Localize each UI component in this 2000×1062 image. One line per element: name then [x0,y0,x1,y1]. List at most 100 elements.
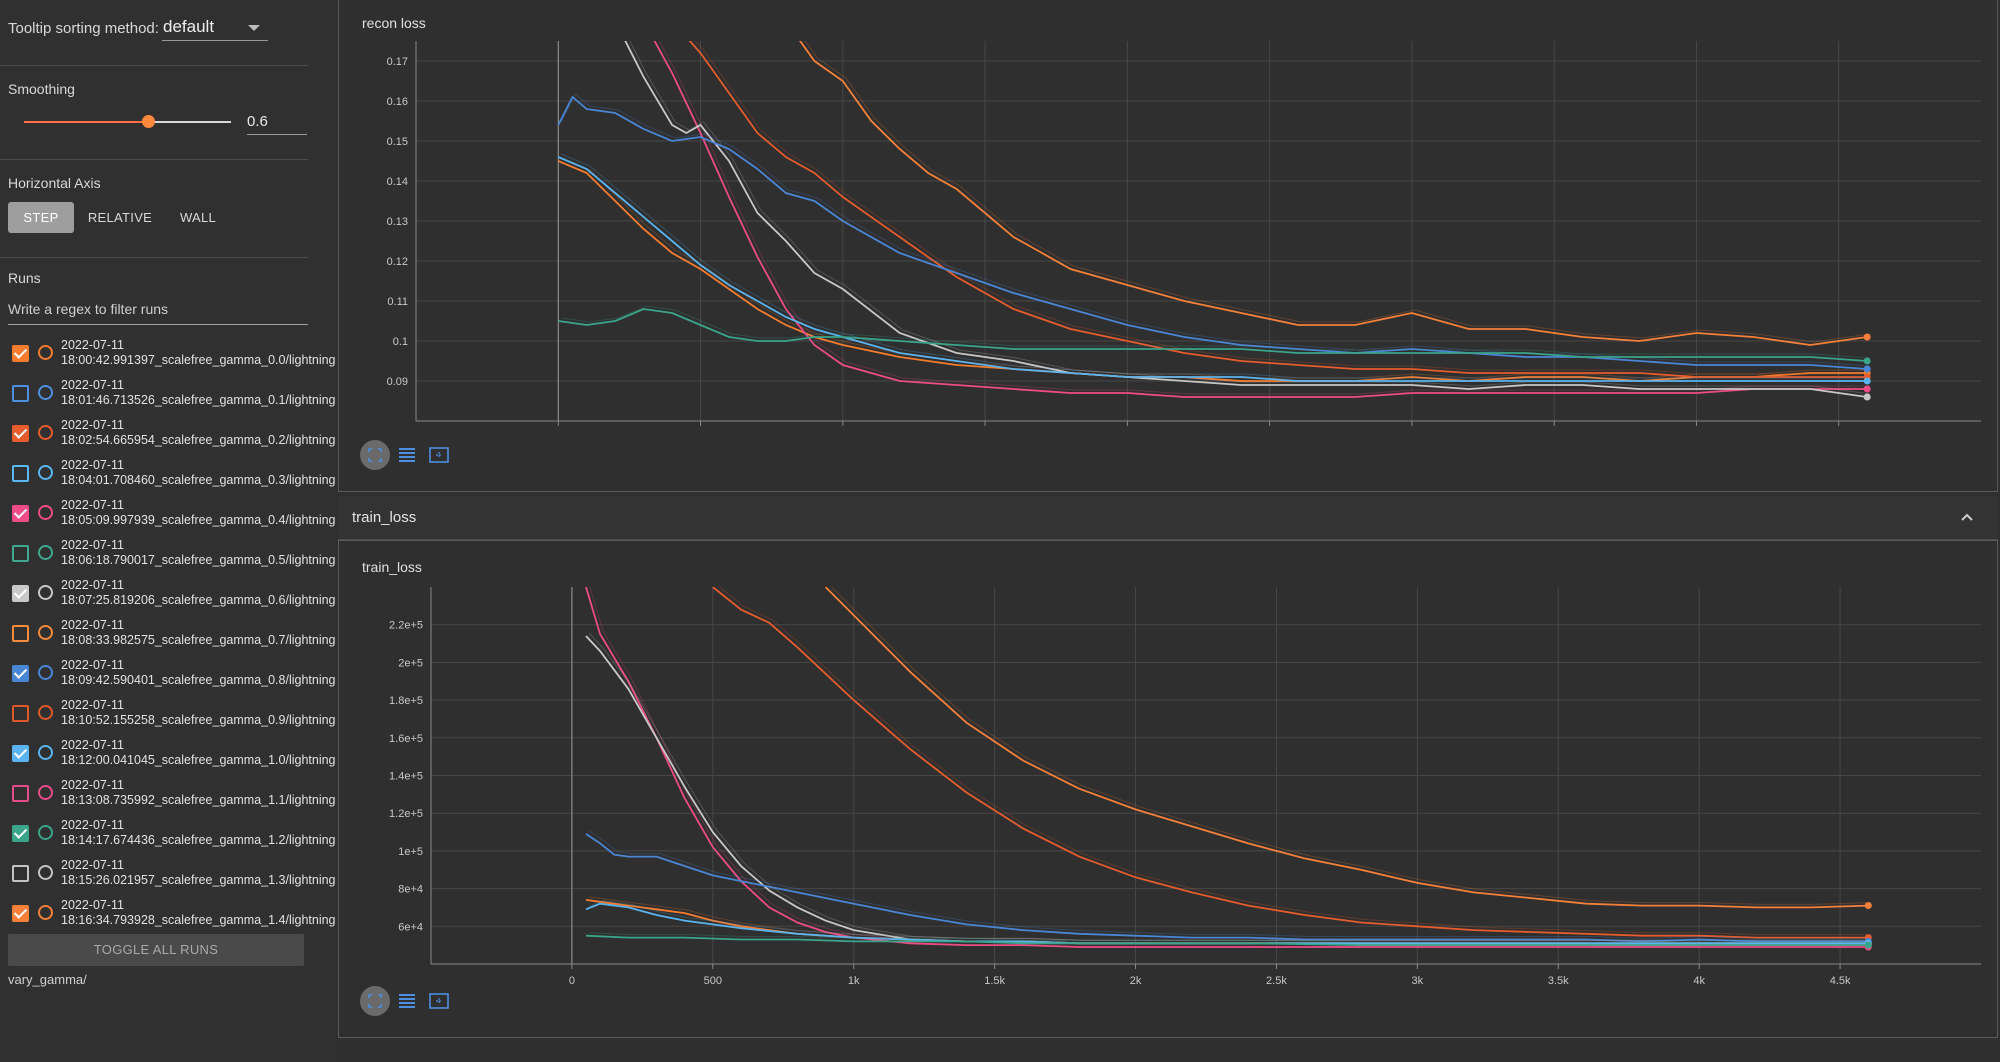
series-raw-line [588,932,1872,943]
run-row[interactable]: 2022-07-11 18:13:08.735992_scalefree_gam… [0,777,424,817]
data-table-icon[interactable] [392,440,422,470]
run-color-swatch[interactable] [38,465,53,480]
run-row[interactable]: 2022-07-11 18:09:42.590401_scalefree_gam… [0,657,423,697]
y-tick-label: 1e+5 [398,846,423,858]
chart-title: recon loss [362,15,426,31]
run-checkbox[interactable] [12,625,29,642]
chevron-up-icon[interactable] [1958,509,1976,527]
y-tick-label: 2.2e+5 [389,620,423,632]
run-label: 2022-07-11 18:07:25.819206_scalefree_gam… [61,578,424,607]
run-checkbox[interactable] [12,745,29,762]
run-color-swatch[interactable] [38,825,53,840]
run-color-swatch[interactable] [38,705,53,720]
run-color-swatch[interactable] [38,665,53,680]
x-tick-label: 2.5k [1266,975,1287,987]
run-label: 2022-07-11 18:16:34.793928_scalefree_gam… [61,898,424,927]
run-color-swatch[interactable] [38,505,53,520]
run-row[interactable]: 2022-07-11 18:04:01.708460_scalefree_gam… [0,457,423,497]
recon-loss-chart[interactable]: 0.09 0.1 0.11 0.12 0.13 0.14 0.15 0.16 0.17 [339,0,1997,493]
axis-step-button[interactable]: STEP [8,202,74,233]
fit-domain-icon[interactable] [424,986,454,1016]
y-tick-label: 0.1 [393,336,408,348]
run-checkbox[interactable] [12,665,29,682]
y-tick-label: 0.12 [387,256,408,268]
series-end-point [1863,357,1871,365]
series-raw-line [718,587,1872,936]
series-line [585,934,1869,947]
run-row[interactable]: 2022-07-11 18:12:00.041045_scalefree_gam… [0,737,423,777]
run-checkbox[interactable] [12,585,29,602]
run-checkbox[interactable] [12,705,29,722]
y-tick-label: 0.13 [387,216,408,228]
run-color-swatch[interactable] [38,585,53,600]
y-tick-label: 0.09 [387,376,408,388]
run-row[interactable]: 2022-07-11 18:00:42.991397_scalefree_gam… [0,337,423,377]
axis-wall-button[interactable]: WALL [179,210,217,225]
run-color-swatch[interactable] [38,625,53,640]
run-checkbox[interactable] [12,385,29,402]
run-color-swatch[interactable] [38,345,53,360]
main-panel: recon loss 0.09 0.1 0.11 0.12 0.13 0.14 0.15 0.… [335,0,2000,1062]
fullscreen-icon[interactable] [360,440,390,470]
run-color-swatch[interactable] [38,385,53,400]
train-loss-chart[interactable]: 6e+4 8e+4 1e+5 1.2e+5 1.4e+5 1.6e+5 1.8e+5 2e+5… [339,541,1997,1039]
run-color-swatch[interactable] [38,865,53,880]
run-row[interactable]: 2022-07-11 18:10:52.155258_scalefree_gam… [0,697,423,737]
series-raw-line [658,41,1871,395]
run-label: 2022-07-11 18:06:18.790017_scalefree_gam… [61,538,424,567]
series-line [557,156,1868,382]
run-row[interactable]: 2022-07-11 18:07:25.819206_scalefree_gam… [0,577,424,617]
y-tick-label: 1.2e+5 [389,808,423,820]
fullscreen-icon[interactable] [360,986,390,1016]
run-checkbox[interactable] [12,465,29,482]
series-group [585,587,1872,948]
sidebar: Tooltip sorting method: default Smoothin… [0,0,424,1062]
smoothing-slider-thumb[interactable] [142,115,156,128]
run-checkbox[interactable] [12,505,29,522]
run-checkbox[interactable] [12,345,29,362]
run-row[interactable]: 2022-07-11 18:08:33.982575_scalefree_gam… [0,617,423,657]
series-line [557,95,1868,370]
tooltip-sorting-label: Tooltip sorting method: [8,20,159,37]
run-row[interactable]: 2022-07-11 18:06:18.790017_scalefree_gam… [0,537,424,577]
y-tick-label: 0.17 [387,56,408,68]
x-tick-label: 4k [1693,975,1705,987]
run-checkbox[interactable] [12,865,29,882]
run-checkbox[interactable] [12,905,29,922]
log-dir-label: vary_gamma/ [8,972,87,987]
tooltip-sorting-select[interactable]: default [162,14,268,41]
train-loss-group-header[interactable]: train_loss [338,496,1998,540]
run-checkbox[interactable] [12,425,29,442]
toggle-all-runs-button[interactable]: TOGGLE ALL RUNS [8,934,304,966]
run-row[interactable]: 2022-07-11 18:16:34.793928_scalefree_gam… [0,897,424,937]
run-label: 2022-07-11 18:13:08.735992_scalefree_gam… [61,778,424,807]
run-checkbox[interactable] [12,825,29,842]
run-label: 2022-07-11 18:02:54.665954_scalefree_gam… [61,418,424,447]
smoothing-input[interactable]: 0.6 [247,110,307,135]
y-tick-label: 2e+5 [398,657,423,669]
x-tick-label: 3.5k [1548,975,1569,987]
run-row[interactable]: 2022-07-11 18:15:26.021957_scalefree_gam… [0,857,424,897]
group-title: train_loss [352,509,417,526]
run-color-swatch[interactable] [38,545,53,560]
run-color-swatch[interactable] [38,425,53,440]
run-filter-input[interactable]: Write a regex to filter runs [8,301,308,325]
run-color-swatch[interactable] [38,905,53,920]
run-row[interactable]: 2022-07-11 18:02:54.665954_scalefree_gam… [0,417,424,457]
series-raw-line [588,896,1872,943]
y-tick-label: 6e+4 [398,921,423,933]
run-row[interactable]: 2022-07-11 18:05:09.997939_scalefree_gam… [0,497,423,537]
run-color-swatch[interactable] [38,785,53,800]
run-row[interactable]: 2022-07-11 18:01:46.713526_scalefree_gam… [0,377,423,417]
divider [0,159,308,160]
smoothing-slider[interactable] [24,115,231,128]
fit-domain-icon[interactable] [424,440,454,470]
run-checkbox[interactable] [12,545,29,562]
data-table-icon[interactable] [392,986,422,1016]
run-color-swatch[interactable] [38,745,53,760]
run-checkbox[interactable] [12,785,29,802]
axis-relative-button[interactable]: RELATIVE [87,210,153,225]
series-end-point [1864,941,1872,949]
run-row[interactable]: 2022-07-11 18:14:17.674436_scalefree_gam… [0,817,423,857]
run-label: 2022-07-11 18:15:26.021957_scalefree_gam… [61,858,424,887]
